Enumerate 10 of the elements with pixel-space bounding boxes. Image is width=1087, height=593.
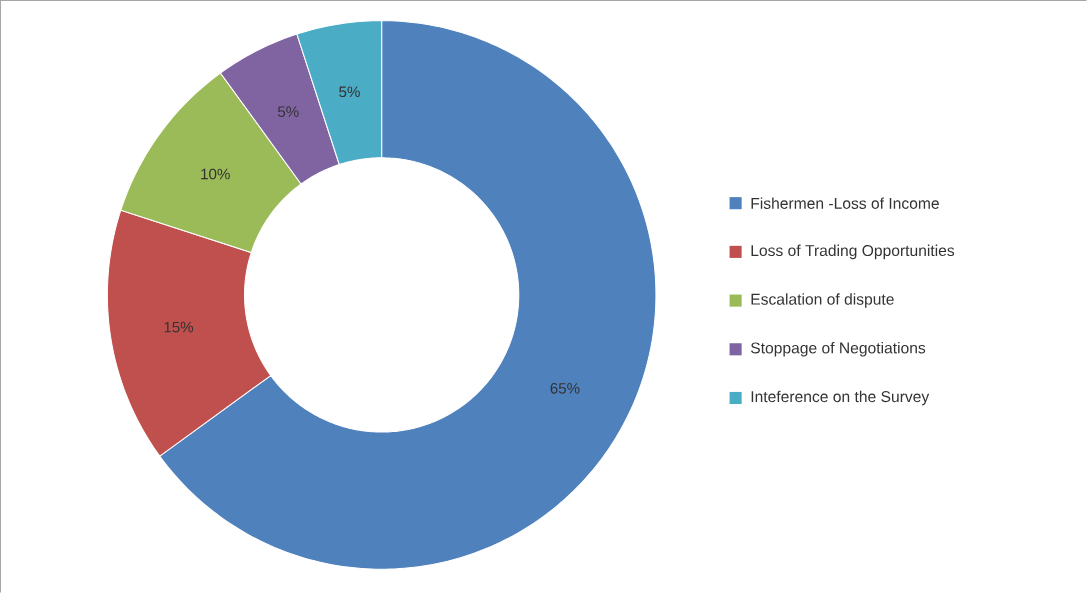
legend-label: Loss of Trading Opportunities — [751, 244, 955, 260]
data-label: 15% — [164, 321, 194, 333]
data-label: 65% — [550, 383, 580, 394]
legend-label: Fishermen -Loss of Income — [751, 197, 939, 209]
legend-label: Stoppage of Negotiations — [750, 342, 926, 357]
data-label: 5% — [339, 86, 360, 98]
legend-label: Inteference on the Survey — [751, 390, 930, 406]
data-label: 5% — [277, 106, 299, 118]
legend-label: Escalation of dispute — [751, 293, 894, 308]
data-label: 10% — [201, 168, 230, 180]
